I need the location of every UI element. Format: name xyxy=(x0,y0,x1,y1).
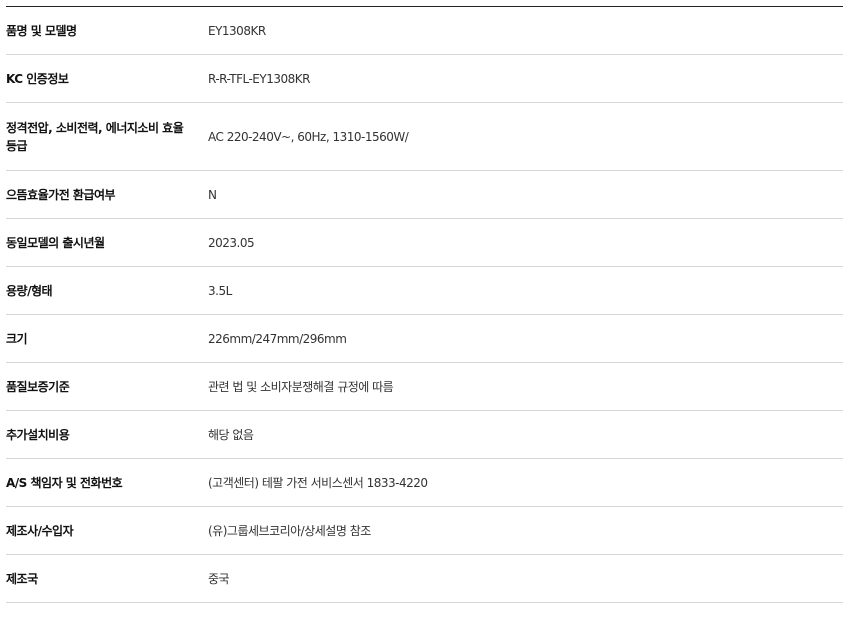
spec-row-size: 크기 226mm/247mm/296mm xyxy=(6,315,843,363)
spec-row-power: 정격전압, 소비전력, 에너지소비 효율 등급 AC 220-240V~, 60H… xyxy=(6,103,843,171)
spec-value: R-R-TFL-EY1308KR xyxy=(208,71,310,86)
spec-row-model: 품명 및 모델명 EY1308KR xyxy=(6,7,843,55)
spec-label: 품질보증기준 xyxy=(6,379,70,394)
spec-row-release: 동일모델의 출시년월 2023.05 xyxy=(6,219,843,267)
spec-row-as-contact: A/S 책임자 및 전화번호 (고객센터) 테팔 가전 서비스센서 1833-42… xyxy=(6,459,843,507)
spec-row-refund: 으뜸효율가전 환급여부 N xyxy=(6,171,843,219)
spec-label: 추가설치비용 xyxy=(6,427,70,442)
spec-row-manufacturer: 제조사/수입자 (유)그룹세브코리아/상세설명 참조 xyxy=(6,507,843,555)
spec-value: AC 220-240V~, 60Hz, 1310-1560W/ xyxy=(208,129,409,144)
spec-label: 동일모델의 출시년월 xyxy=(6,235,105,250)
spec-label: KC 인증정보 xyxy=(6,71,69,86)
spec-label: 제조국 xyxy=(6,571,38,586)
spec-value: 중국 xyxy=(208,572,230,586)
product-spec-table: 품명 및 모델명 EY1308KR KC 인증정보 R-R-TFL-EY1308KR… xyxy=(6,6,843,603)
spec-row-install-cost: 추가설치비용 해당 없음 xyxy=(6,411,843,459)
spec-value: (고객센터) 테팔 가전 서비스센서 1833-4220 xyxy=(208,476,428,490)
spec-label: 정격전압, 소비전력, 에너지소비 효율 등급 xyxy=(6,120,184,153)
spec-label: 제조사/수입자 xyxy=(6,523,74,538)
spec-value: EY1308KR xyxy=(208,23,266,38)
spec-value: 226mm/247mm/296mm xyxy=(208,331,347,346)
spec-row-warranty: 품질보증기준 관련 법 및 소비자분쟁해결 규정에 따름 xyxy=(6,363,843,411)
spec-row-capacity: 용량/형태 3.5L xyxy=(6,267,843,315)
spec-value: 2023.05 xyxy=(208,235,255,250)
spec-value: 3.5L xyxy=(208,283,232,298)
spec-label: 크기 xyxy=(6,331,28,346)
spec-label: 으뜸효율가전 환급여부 xyxy=(6,187,116,202)
spec-value: 해당 없음 xyxy=(208,428,254,442)
spec-label: 품명 및 모델명 xyxy=(6,23,77,38)
spec-row-kc: KC 인증정보 R-R-TFL-EY1308KR xyxy=(6,55,843,103)
spec-value: 관련 법 및 소비자분쟁해결 규정에 따름 xyxy=(208,380,394,394)
spec-value: N xyxy=(208,187,217,202)
spec-label: 용량/형태 xyxy=(6,283,53,298)
spec-row-origin: 제조국 중국 xyxy=(6,555,843,603)
spec-value: (유)그룹세브코리아/상세설명 참조 xyxy=(208,524,371,538)
spec-label: A/S 책임자 및 전화번호 xyxy=(6,475,123,490)
